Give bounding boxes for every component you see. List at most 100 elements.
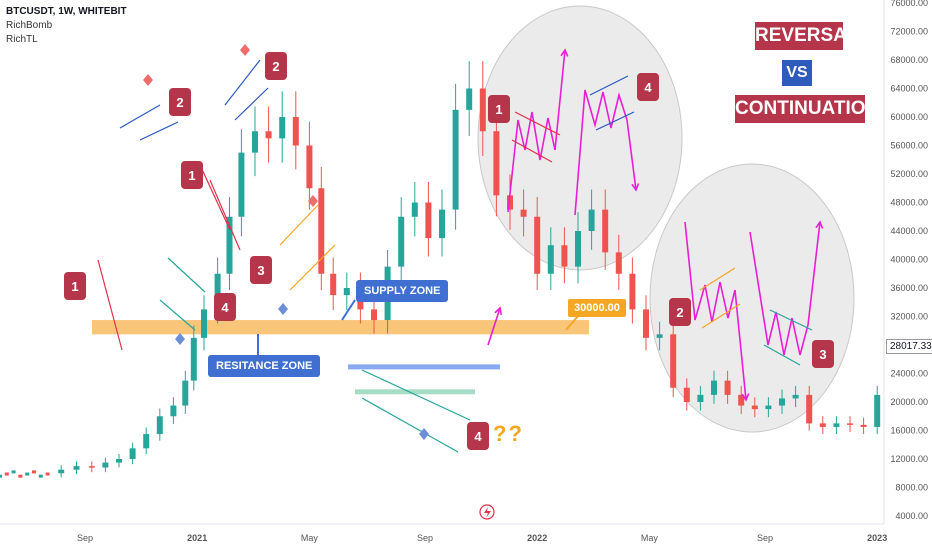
candle-body [343,288,350,296]
candle-body [507,195,513,210]
candle-body [656,334,663,338]
candle-body [479,88,486,132]
pattern-4-line [361,397,459,453]
y-tick-label: 68000.00 [890,55,928,65]
x-axis: Sep2021MaySep2022MaySep2023MaySep2024May… [0,523,887,543]
candle-body [602,209,609,253]
x-tick-label: May [301,533,319,543]
pattern-badge-label: 4 [644,80,652,95]
candle-body [724,380,731,395]
candle-body [265,131,272,139]
y-axis-bg [884,0,932,550]
candle-body [170,405,177,417]
candle-body [38,474,43,478]
pattern-badge-bg [812,340,834,368]
y-tick-label: 72000.00 [890,27,928,37]
candle-body [439,209,445,239]
candle-body [330,273,337,296]
projection-arrow [487,307,501,346]
y-tick-label: 40000.00 [890,255,928,265]
candle-body [697,394,704,402]
zones-layer [92,5,855,433]
candle-body [643,309,649,338]
indicator-richbomb[interactable]: RichBomb [6,20,53,31]
candle-body [534,216,541,274]
indicator-richtl[interactable]: RichTL [6,34,38,45]
pattern-badge-bg [214,293,236,321]
reversal-1-line [514,111,561,136]
x-tick-label: 2022 [527,533,547,543]
y-tick-label: 16000.00 [890,426,928,436]
candle-body [683,387,690,402]
candle-body [779,398,785,406]
pattern-badge-bg [265,52,287,80]
y-tick-label: 12000.00 [890,454,928,464]
candle-body [156,416,163,435]
y-tick-label: 20000.00 [890,397,928,407]
y-tick-label: 60000.00 [890,112,928,122]
pattern-badge-label: 3 [819,347,826,362]
continuation-panel-circle [649,163,855,433]
top-diamond [240,44,250,56]
candle-body [806,394,813,424]
candle-body [25,472,30,476]
pattern-badge: 1 [64,272,86,300]
pattern-badge: 2 [669,298,691,326]
reversal-2-line [595,111,635,131]
x-tick-label: 2021 [187,533,207,543]
y-tick-label: 44000.00 [890,226,928,236]
symbol-title: BTCUSDT, 1W, WHITEBIT [6,6,127,17]
pattern-badge-label: 1 [188,168,195,183]
pattern-badge: 4 [637,73,659,101]
candle-body [874,394,881,427]
y-tick-label: 36000.00 [890,283,928,293]
x-tick-label: 2023 [867,533,887,543]
candle-body [615,252,622,274]
drawings-layer: 1 2 1 2 3 4 1 4 2 3 4 [64,44,834,520]
continuation-4-sketch [749,231,809,356]
pattern-1-line [209,179,241,251]
pattern-badge-label: 1 [71,279,78,294]
candle-body [238,152,245,217]
continuation-4-line [769,309,813,331]
candle-body [547,245,554,274]
candle-body [279,117,286,139]
candle-body [588,209,595,231]
candle-body [11,470,16,474]
pattern-badge-label: 1 [495,102,502,117]
reversal-2-sketch [574,89,628,216]
chart-legend: BTCUSDT, 1W, WHITEBIT RichBomb RichTL [6,5,127,47]
pattern-4-line [361,369,471,421]
reversal-panel-circle [477,5,683,271]
banner-continuation: CONTINUATION [735,95,879,123]
reversal-1-arrow-head [560,48,569,57]
continuation-3-arrow [734,289,747,401]
last-price-label: 28017.33 [886,339,932,354]
pattern-badge-label: 2 [176,95,183,110]
reversal-1-sketch [507,111,556,213]
continuation-4-arrow [807,221,821,326]
question-marks: ?? [493,421,524,446]
candle-body [116,459,122,463]
candle-body [371,309,377,321]
pattern-badge: 4 [467,422,489,450]
candle-body [102,462,109,468]
pattern-badge: 2 [169,88,191,116]
top-diamond [143,74,153,86]
banner-reversal: REVERSAL [755,22,858,50]
candle-body [738,394,745,406]
candle-body [561,245,568,267]
bottom-diamond [278,303,288,315]
candle-body [190,337,197,381]
candle-body [129,448,136,459]
candle-body [143,434,150,449]
pattern-badge-label: 2 [676,305,683,320]
pattern-2-line [234,87,269,121]
support-blue-band [348,364,500,370]
pattern-badge-bg [181,161,203,189]
banner-vs: VS [782,60,812,86]
x-tick-label: Sep [77,533,93,543]
pattern-3-line [279,204,319,246]
